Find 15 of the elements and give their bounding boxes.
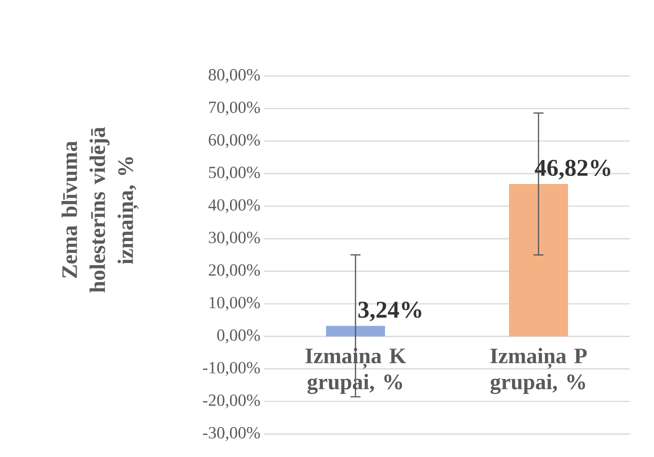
y-tick-label: 50,00% <box>209 166 260 181</box>
y-tick-label: -20,00% <box>203 394 260 408</box>
y-tick-label: 20,00% <box>208 264 260 278</box>
y-tick-label: 80,00% <box>208 69 260 83</box>
y-tick-label: -30,00% <box>203 427 260 441</box>
y-tick-label: 70,00% <box>209 102 260 116</box>
y-tick-label: 60,00% <box>208 134 260 148</box>
y-tick-label: 40,00% <box>208 199 260 214</box>
data-label: 3,24% <box>358 302 422 322</box>
y-tick-label: -10,00% <box>203 362 260 376</box>
x-tick-label: Izmaiņa P grupai, % <box>490 348 587 394</box>
y-tick-label: 10,00% <box>210 296 260 311</box>
y-tick-label: 0,00% <box>217 329 260 344</box>
y-axis-title: Zema blīvuma holesterīns vidējā izmaiņa, % <box>62 127 138 292</box>
y-tick-label: 30,00% <box>208 232 260 246</box>
